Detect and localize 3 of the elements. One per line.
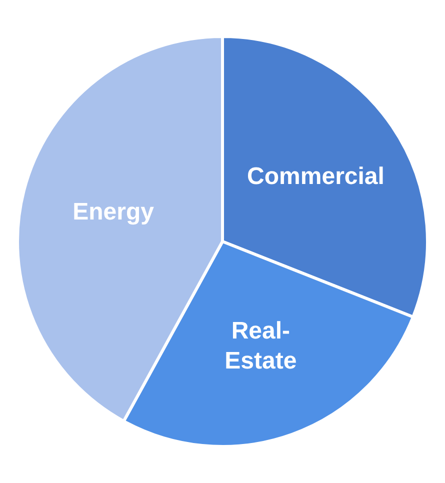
slice-label: Commercial — [247, 163, 384, 190]
slice-label: Energy — [72, 198, 155, 226]
slice-label: Real-Estate — [224, 318, 297, 375]
